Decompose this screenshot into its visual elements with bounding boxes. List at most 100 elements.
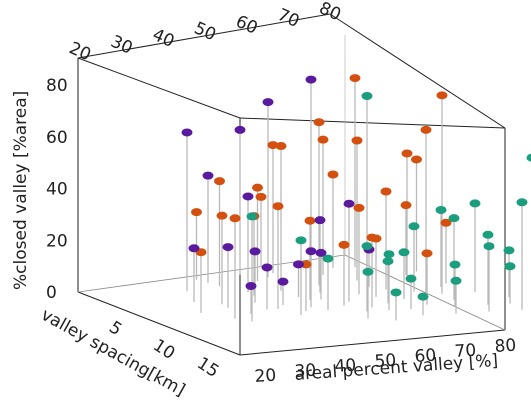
data-point bbox=[411, 155, 422, 164]
data-point bbox=[526, 153, 531, 162]
data-point bbox=[246, 212, 258, 221]
data-point bbox=[314, 216, 326, 225]
data-point bbox=[261, 263, 273, 272]
data-point bbox=[229, 214, 241, 223]
z-axis-label: %closed valley [%area] bbox=[11, 91, 31, 290]
x-tick-label: 80 bbox=[494, 336, 517, 357]
data-point bbox=[216, 211, 228, 220]
top-x-tick-label: 70 bbox=[274, 5, 302, 32]
x-tick-label: 40 bbox=[334, 356, 357, 377]
top-x-tick-label: 30 bbox=[108, 32, 136, 59]
data-point bbox=[181, 128, 193, 137]
data-point bbox=[405, 274, 417, 283]
top-x-tick-label: 50 bbox=[191, 18, 219, 45]
data-point bbox=[362, 267, 374, 276]
data-point bbox=[504, 262, 516, 271]
plot-box bbox=[77, 13, 506, 356]
z-tick-label: 40 bbox=[46, 180, 68, 200]
y-tick-label: 5 bbox=[105, 317, 125, 340]
data-point bbox=[252, 183, 263, 192]
box-edge bbox=[329, 13, 506, 129]
data-point bbox=[408, 222, 420, 231]
data-point bbox=[295, 236, 307, 245]
top-x-tick-label: 60 bbox=[233, 12, 261, 39]
data-point bbox=[317, 135, 329, 144]
data-point bbox=[222, 243, 234, 252]
box-edge bbox=[77, 57, 241, 119]
data-point bbox=[255, 192, 267, 201]
data-point bbox=[400, 201, 412, 210]
data-point bbox=[401, 149, 413, 158]
z-tick-label: 60 bbox=[46, 128, 68, 148]
data-point bbox=[234, 125, 246, 134]
data-point bbox=[277, 277, 289, 286]
data-point bbox=[315, 248, 327, 257]
data-point bbox=[343, 199, 355, 208]
data-point bbox=[482, 230, 494, 239]
data-point bbox=[351, 136, 363, 145]
data-point bbox=[249, 247, 261, 256]
data-point bbox=[338, 240, 350, 249]
data-point bbox=[304, 216, 316, 225]
box-edge bbox=[239, 329, 506, 356]
data-point bbox=[305, 247, 317, 256]
data-point bbox=[242, 192, 254, 201]
top-x-tick-label: 40 bbox=[149, 25, 177, 52]
data-point bbox=[417, 292, 429, 301]
data-point bbox=[503, 246, 515, 255]
data-point bbox=[449, 260, 461, 269]
data-point bbox=[382, 257, 394, 266]
data-point bbox=[448, 214, 460, 223]
top-x-tick-label: 20 bbox=[66, 38, 94, 65]
box-edge bbox=[239, 117, 506, 129]
box-edge bbox=[77, 13, 331, 59]
x-axis-label: areal percent valley [%] bbox=[294, 351, 499, 385]
data-point bbox=[361, 92, 373, 100]
y-tick-label: 10 bbox=[149, 335, 178, 364]
x-tick-label: 20 bbox=[254, 366, 277, 387]
y-tick-label: 15 bbox=[193, 353, 222, 382]
data-point bbox=[361, 242, 373, 251]
data-point bbox=[370, 234, 382, 243]
data-point bbox=[440, 218, 452, 227]
data-point bbox=[245, 282, 257, 290]
data-point bbox=[305, 75, 317, 84]
top-x-tick-label: 80 bbox=[316, 0, 344, 25]
data-point bbox=[293, 260, 304, 269]
data-point bbox=[322, 254, 334, 263]
data-point bbox=[349, 74, 361, 83]
data-point bbox=[450, 276, 462, 285]
data-point bbox=[262, 98, 274, 107]
data-point bbox=[327, 170, 339, 179]
data-point bbox=[469, 199, 481, 208]
x-tick-label: 70 bbox=[454, 341, 477, 362]
data-point bbox=[383, 250, 395, 259]
z-tick-label: 0 bbox=[46, 283, 57, 303]
data-point bbox=[313, 118, 325, 127]
data-point bbox=[516, 198, 528, 207]
data-point bbox=[275, 142, 287, 151]
data-point bbox=[420, 125, 432, 134]
z-tick-label: 80 bbox=[46, 76, 68, 96]
data-point bbox=[272, 202, 284, 211]
z-tick-label: 20 bbox=[46, 231, 68, 251]
data-point bbox=[191, 208, 202, 217]
x-tick-label: 50 bbox=[374, 351, 397, 372]
data-point bbox=[380, 187, 392, 196]
data-point bbox=[435, 206, 447, 214]
data-point bbox=[421, 249, 433, 258]
data-point bbox=[436, 91, 448, 100]
x-tick-label: 60 bbox=[414, 346, 437, 367]
data-point bbox=[214, 177, 225, 186]
data-point bbox=[202, 171, 214, 180]
x-tick-label: 30 bbox=[294, 361, 317, 382]
data-point bbox=[390, 288, 402, 297]
data-point bbox=[353, 203, 365, 212]
data-point bbox=[398, 248, 410, 257]
box-edge bbox=[77, 291, 241, 356]
drop-lines bbox=[186, 78, 523, 322]
data-point bbox=[188, 244, 200, 253]
data-points bbox=[181, 74, 531, 301]
data-point bbox=[483, 242, 495, 251]
